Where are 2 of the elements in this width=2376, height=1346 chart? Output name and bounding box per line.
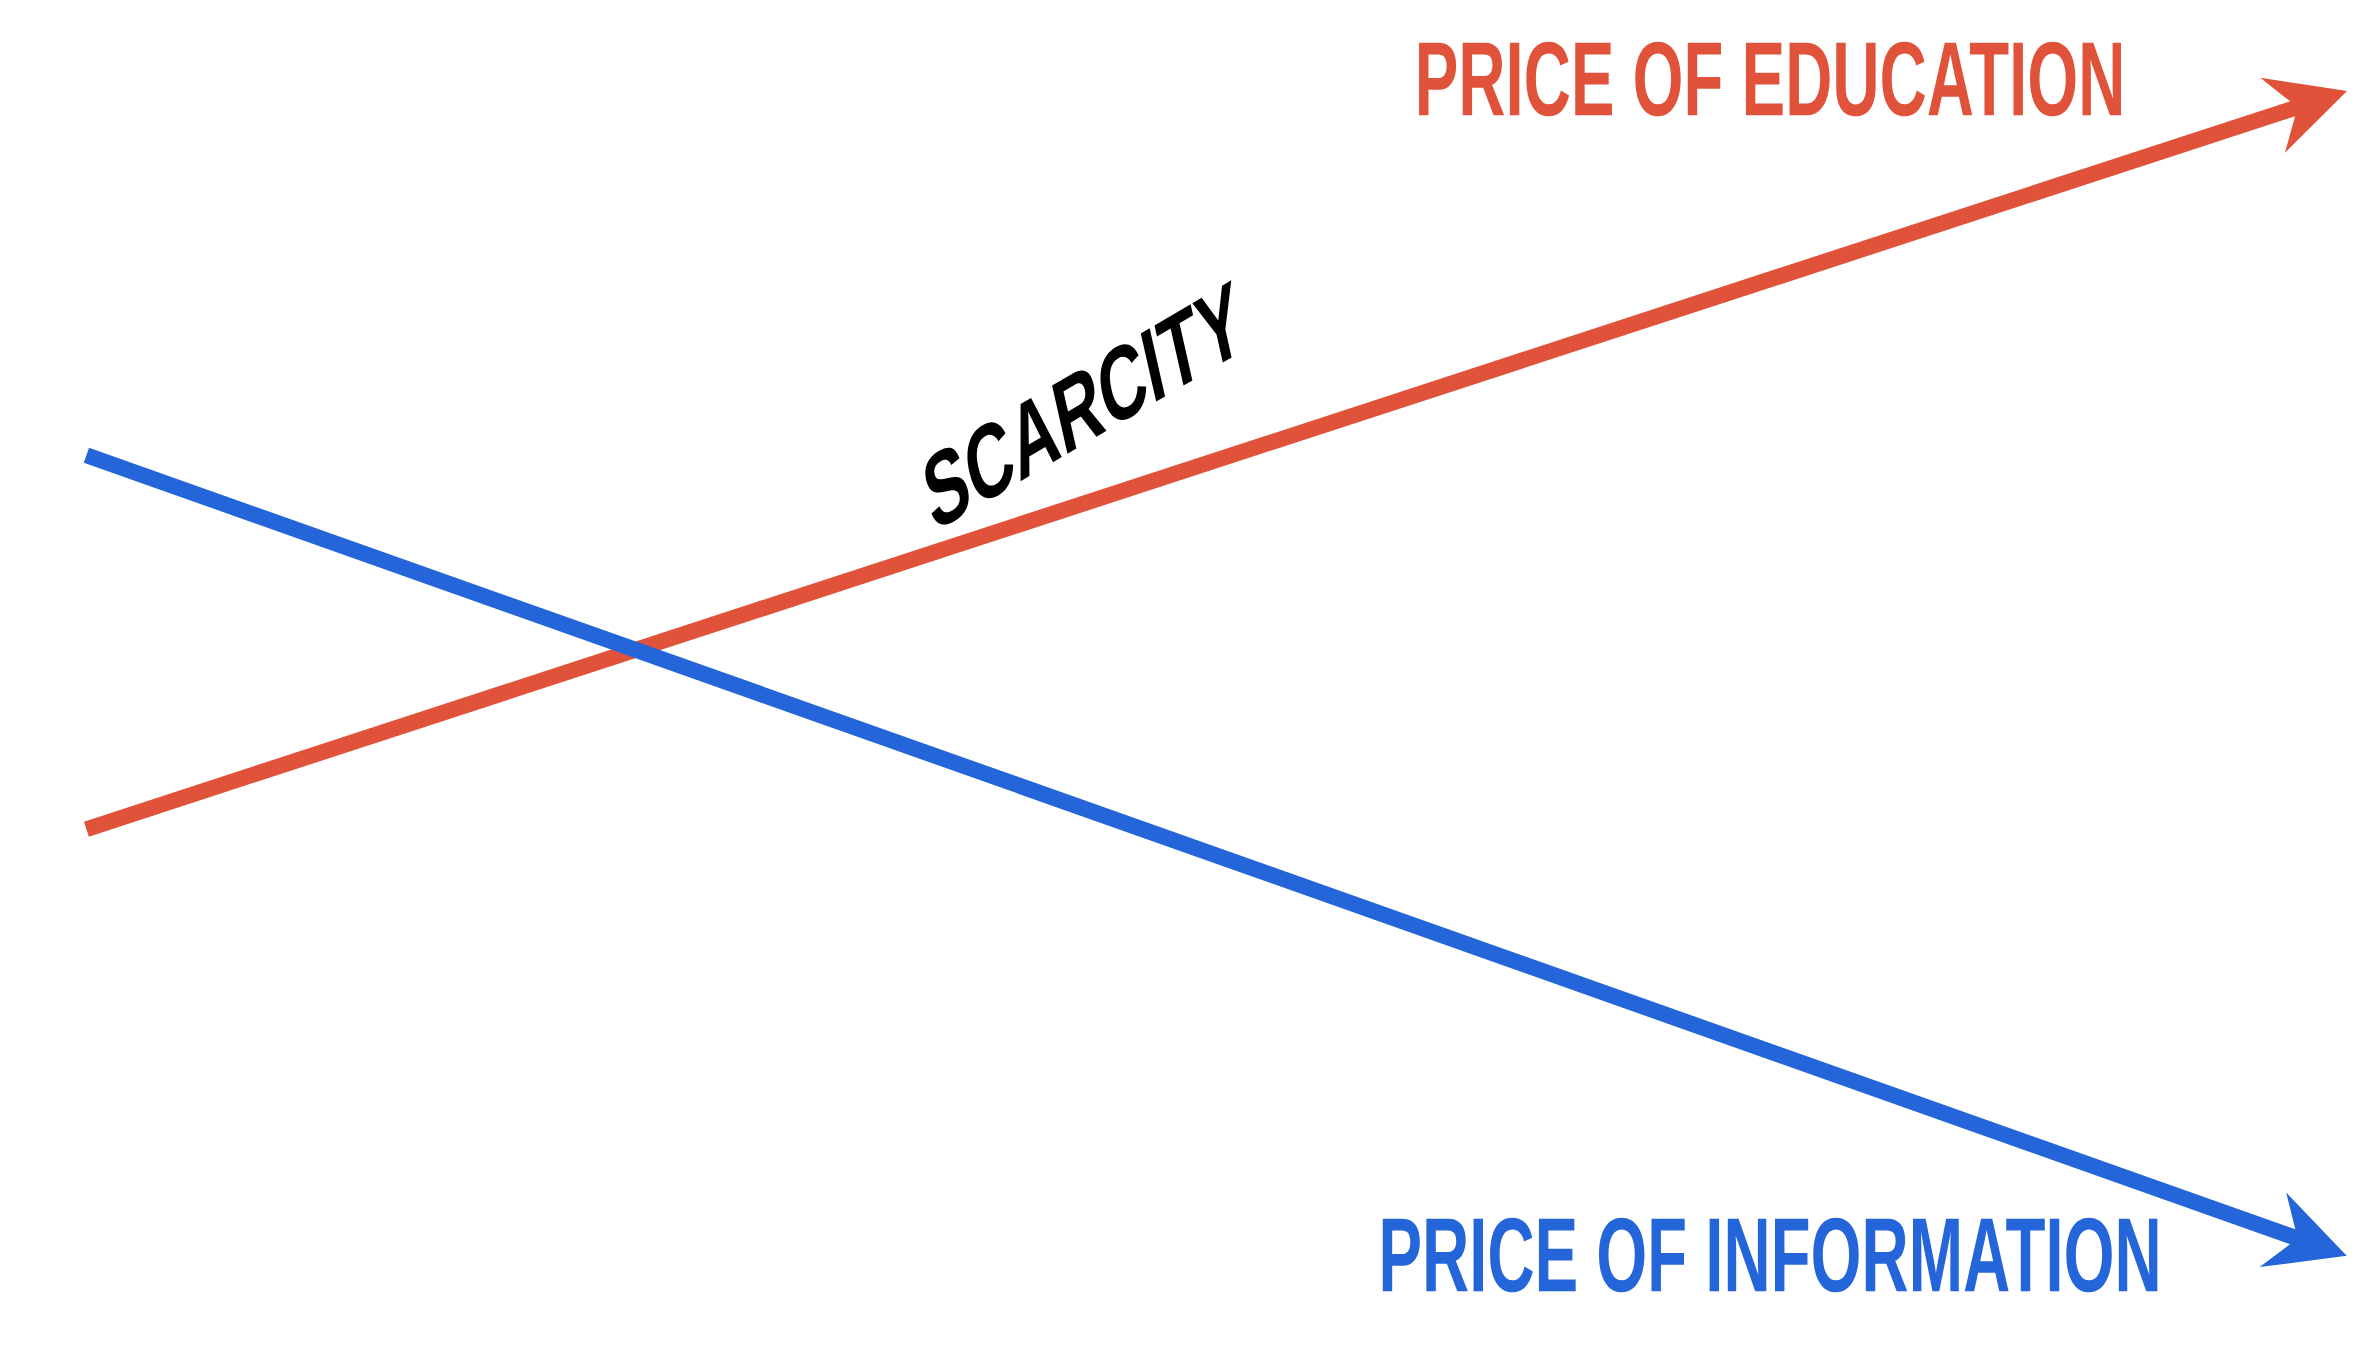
legend-label: PRICE OF INFORMATION: [1382, 1217, 2158, 1293]
legend-label: PRICE OF EDUCATION: [1419, 41, 2121, 117]
